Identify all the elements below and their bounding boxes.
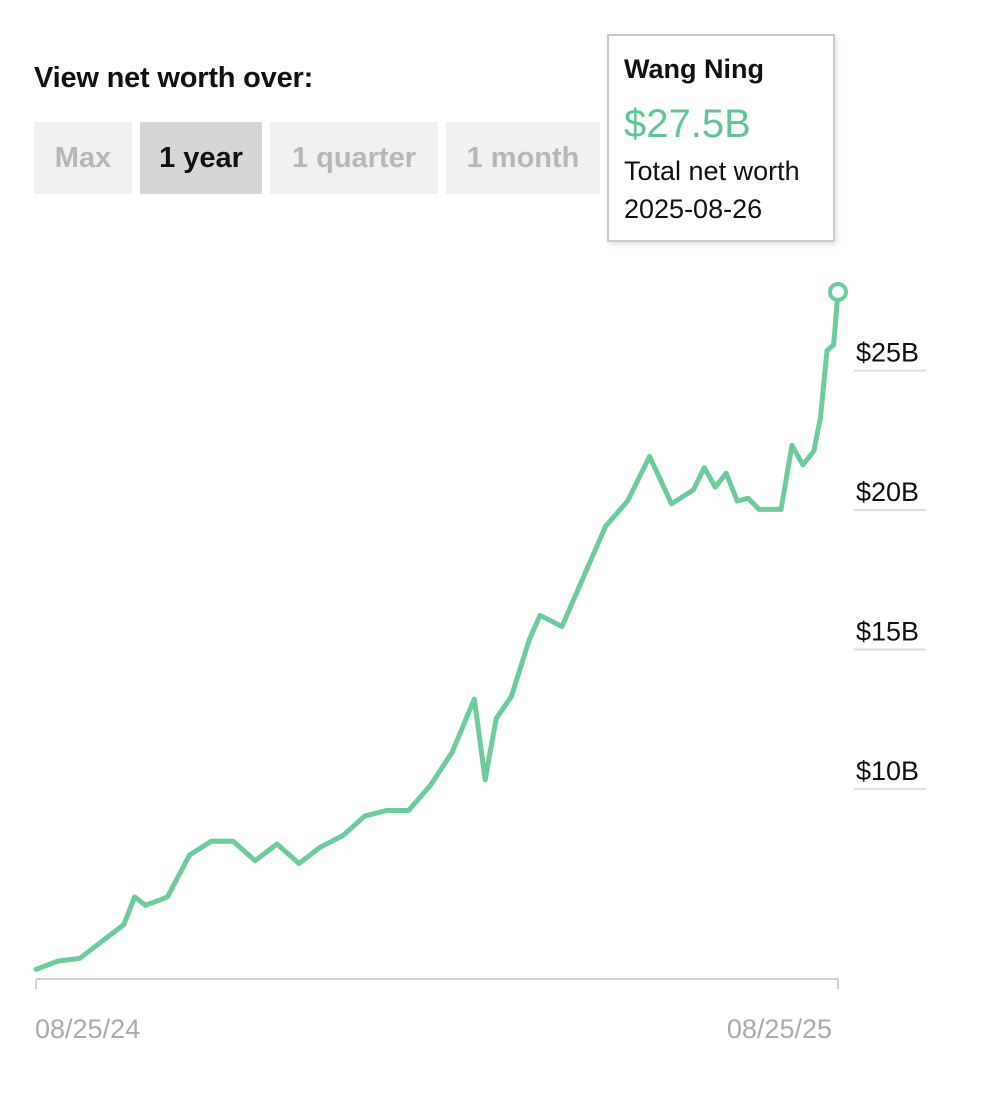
range-tab-max[interactable]: Max [34,122,132,194]
latest-point-marker[interactable] [828,281,848,302]
y-tick-label-1: $15B [856,616,919,646]
x-tick-label-start: 08/25/24 [35,1014,140,1044]
series-line-wang-ning [33,289,841,972]
y-tick-label-0: $10B [856,756,919,786]
hover-tooltip: Wang Ning $27.5B Total net worth 2025-08… [607,34,835,242]
range-tab-1-month[interactable]: 1 month [446,122,600,194]
tooltip-net-worth-value: $27.5B [624,102,751,146]
tooltip-metric-label: Total net worth [624,156,800,186]
tooltip-date: 2025-08-26 [624,194,763,224]
tooltip-person-name: Wang Ning [624,54,764,84]
range-tab-1-year[interactable]: 1 year [140,122,262,194]
y-tick-labels: $10B $15B $20B $25B [856,338,919,786]
range-tab-1-quarter[interactable]: 1 quarter [270,122,438,194]
y-tick-label-3: $25B [856,338,919,368]
x-tick-label-end: 08/25/25 [727,1014,832,1044]
y-gridlines [854,369,926,790]
range-heading: View net worth over: [34,62,314,94]
y-tick-label-2: $20B [856,477,919,507]
